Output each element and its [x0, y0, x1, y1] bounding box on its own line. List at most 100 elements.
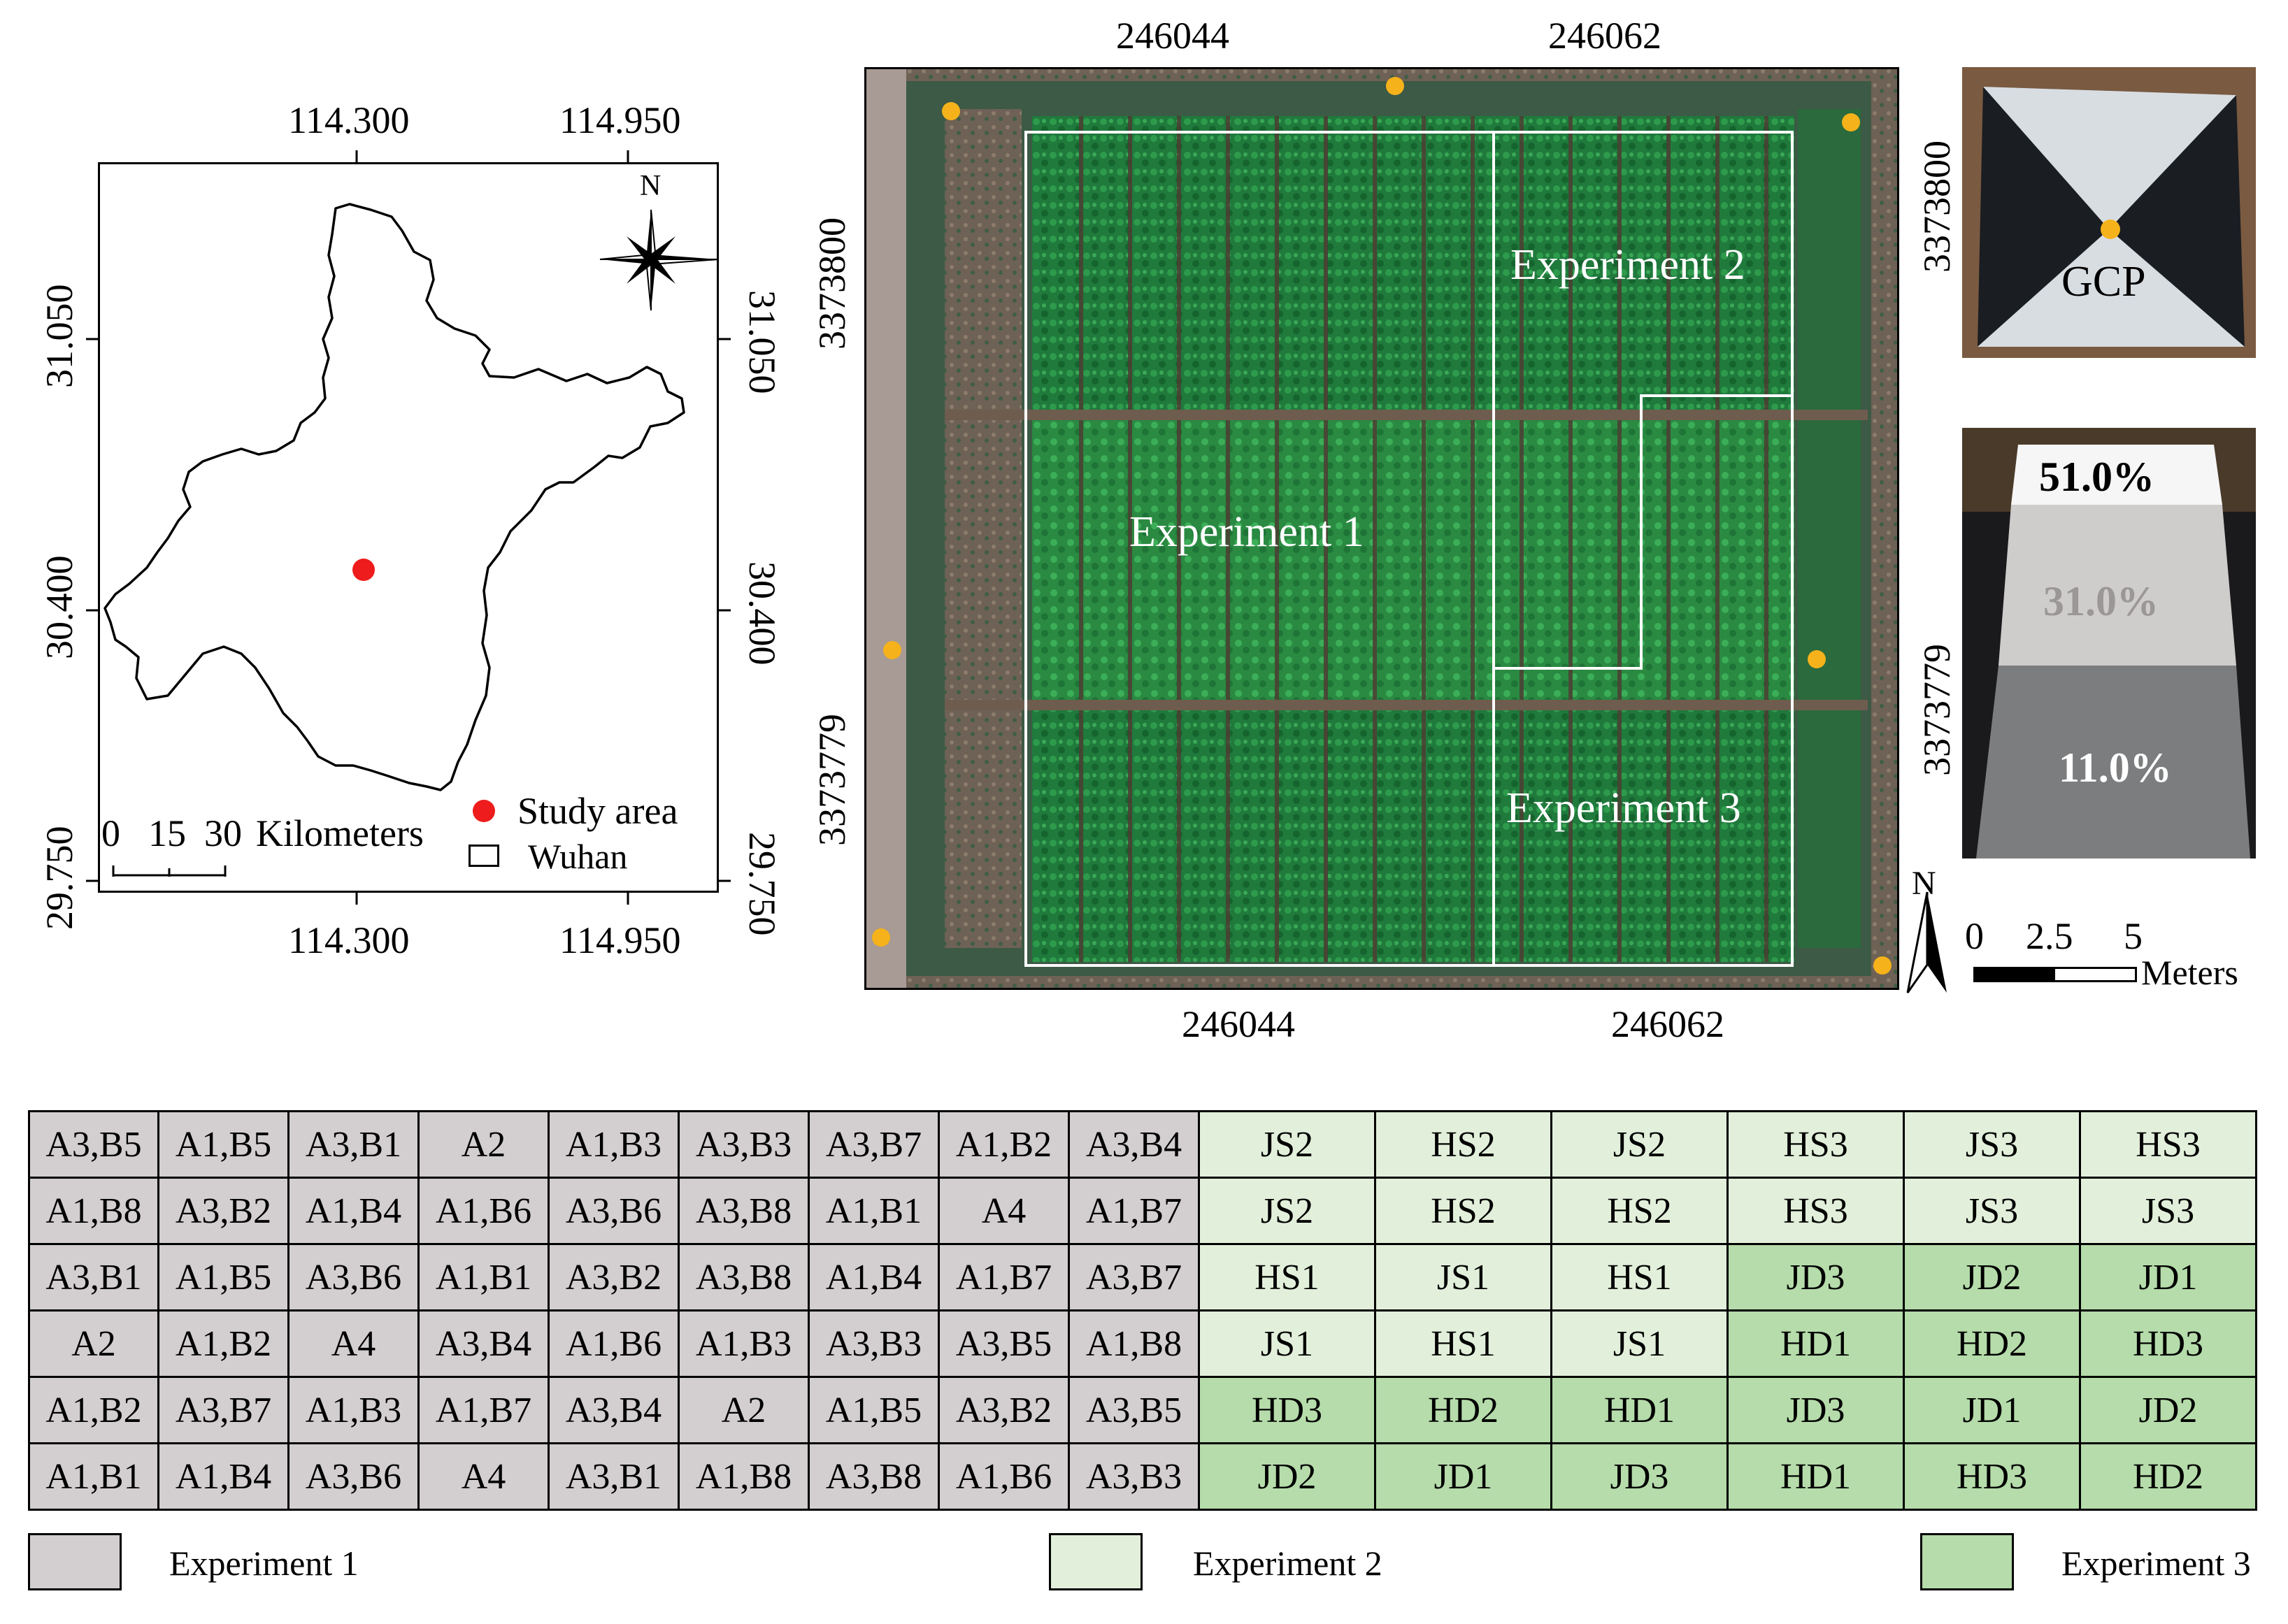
plot-cell-experiment-3: HD1	[1726, 1442, 1905, 1511]
plot-cell-experiment-1: A2	[417, 1110, 550, 1179]
plot-cell-experiment-1: A1,B7	[938, 1243, 1070, 1312]
table-row: A1,B2 A3,B7 A1,B3 A1,B7 A3,B4 A2 A1,B5 A3,B2 A3,…	[28, 1376, 2257, 1444]
north-arrow-icon	[599, 209, 720, 311]
aerial-scale-5: 5	[2124, 915, 2143, 957]
plot-cell-experiment-1: A1,B4	[287, 1177, 420, 1245]
plot-cell-experiment-3: HD1	[1550, 1376, 1729, 1444]
bottom-tick-1: 114.300	[288, 919, 410, 961]
study-area-legend-label: Study area	[517, 790, 678, 832]
plot-cell-experiment-3: HD2	[2079, 1442, 2257, 1511]
plot-cell-experiment-1: A1,B5	[157, 1110, 289, 1179]
plot-cell-experiment-3: JD3	[1550, 1442, 1729, 1511]
plot-cell-experiment-1: A1,B3	[678, 1309, 810, 1378]
plot-cell-experiment-2: HS2	[1550, 1177, 1729, 1245]
plot-cell-experiment-1: A1,B5	[808, 1376, 940, 1444]
plot-cell-experiment-1: A1,B6	[938, 1442, 1070, 1511]
aerial-bottom-tick-2: 246062	[1611, 1003, 1724, 1045]
plot-cell-experiment-3: JD1	[1374, 1442, 1552, 1511]
legend-swatch-experiment-2	[1049, 1533, 1143, 1590]
reflectance-photo-image	[1962, 428, 2256, 858]
plot-cell-experiment-1: A3,B1	[28, 1243, 159, 1312]
plot-cell-experiment-1: A3,B7	[808, 1110, 940, 1179]
plot-cell-experiment-1: A3,B4	[1068, 1110, 1200, 1179]
plot-cell-experiment-1: A1,B8	[1068, 1309, 1200, 1378]
plot-cell-experiment-3: JD2	[2079, 1376, 2257, 1444]
bottom-tick-2: 114.950	[559, 919, 681, 961]
plot-cell-experiment-2: JS1	[1374, 1243, 1552, 1312]
aerial-right-tick-2: 3373779	[1916, 644, 1958, 776]
scale-unit: Kilometers	[256, 812, 424, 854]
aerial-bottom-tick-1: 246044	[1182, 1003, 1295, 1045]
gcp-photo-image	[1962, 67, 2256, 358]
plot-cell-experiment-2: HS3	[1726, 1177, 1905, 1245]
plot-cell-experiment-1: A1,B1	[808, 1177, 940, 1245]
legend-label-experiment-2: Experiment 2	[1193, 1544, 1382, 1583]
plot-cell-experiment-1: A4	[417, 1442, 550, 1511]
plot-cell-experiment-1: A1,B8	[28, 1177, 159, 1245]
aerial-right-tick-1: 3373800	[1916, 141, 1958, 273]
study-area-dot	[352, 559, 375, 581]
plot-cell-experiment-3: HD3	[2079, 1309, 2257, 1378]
plot-cell-experiment-1: A1,B2	[157, 1309, 289, 1378]
plot-cell-experiment-1: A1,B1	[417, 1243, 550, 1312]
plot-cell-experiment-1: A1,B2	[938, 1110, 1070, 1179]
plot-cell-experiment-1: A3,B2	[157, 1177, 289, 1245]
plot-cell-experiment-1: A1,B4	[157, 1442, 289, 1511]
north-label: N	[640, 170, 662, 202]
aerial-frame	[864, 67, 1899, 990]
plot-cell-experiment-1: A3,B8	[808, 1442, 940, 1511]
plot-cell-experiment-2: JS2	[1198, 1110, 1376, 1179]
plot-cell-experiment-1: A3,B4	[417, 1309, 550, 1378]
legend-swatch-experiment-3	[1920, 1533, 2014, 1590]
plot-cell-experiment-1: A1,B6	[417, 1177, 550, 1245]
plot-cell-experiment-2: HS2	[1374, 1110, 1552, 1179]
scale-bar	[112, 865, 227, 877]
aerial-top-tick-2: 246062	[1548, 15, 1661, 57]
plot-cell-experiment-1: A1,B6	[548, 1309, 680, 1378]
plot-layout-table: A3,B5 A1,B5 A3,B1 A2 A1,B3 A3,B3 A3,B7 A1,B2 A3,…	[28, 1110, 2257, 1511]
plot-cell-experiment-1: A1,B7	[417, 1376, 550, 1444]
plot-cell-experiment-1: A3,B2	[938, 1376, 1070, 1444]
plot-cell-experiment-1: A2	[28, 1309, 159, 1378]
plot-cell-experiment-2: HS1	[1550, 1243, 1729, 1312]
scale-label-0: 0	[101, 812, 120, 854]
study-area-legend-dot	[473, 800, 495, 822]
plot-cell-experiment-3: JD1	[1903, 1376, 2081, 1444]
table-row: A2 A1,B2 A4 A3,B4 A1,B6 A1,B3 A3,B3 A3,B5 A1,B8 J…	[28, 1309, 2257, 1378]
table-row: A3,B5 A1,B5 A3,B1 A2 A1,B3 A3,B3 A3,B7 A1,B2 A3,…	[28, 1110, 2257, 1179]
plot-cell-experiment-2: HS1	[1198, 1243, 1376, 1312]
plot-cell-experiment-1: A1,B8	[678, 1442, 810, 1511]
location-map-frame	[98, 162, 719, 893]
scale-label-30: 30	[204, 812, 242, 854]
reflectance-11: 11.0%	[2059, 745, 2172, 791]
plot-cell-experiment-1: A3,B8	[678, 1243, 810, 1312]
aerial-north-label: N	[1912, 865, 1936, 902]
plot-cell-experiment-3: JD2	[1198, 1442, 1376, 1511]
reflectance-51: 51.0%	[2039, 454, 2154, 500]
plot-cell-experiment-1: A3,B1	[287, 1110, 420, 1179]
experiment-1-label: Experiment 1	[1129, 508, 1364, 556]
plot-cell-experiment-1: A2	[678, 1376, 810, 1444]
plot-cell-experiment-2: JS3	[1903, 1177, 2081, 1245]
plot-cell-experiment-2: HS3	[2079, 1110, 2257, 1179]
aerial-north-arrow-icon	[1906, 891, 1947, 993]
gcp-label: GCP	[2061, 258, 2146, 306]
plot-cell-experiment-3: HD3	[1903, 1442, 2081, 1511]
aerial-scale-unit: Meters	[2141, 953, 2238, 992]
experiment-3-label: Experiment 3	[1506, 784, 1741, 832]
plot-cell-experiment-3: JD3	[1726, 1243, 1905, 1312]
plot-cell-experiment-1: A1,B3	[548, 1110, 680, 1179]
plot-cell-experiment-1: A1,B1	[28, 1442, 159, 1511]
aerial-left-tick-1: 3373800	[811, 217, 853, 350]
plot-cell-experiment-1: A4	[938, 1177, 1070, 1245]
plot-cell-experiment-2: JS3	[2079, 1177, 2257, 1245]
plot-cell-experiment-2: HS3	[1726, 1110, 1905, 1179]
scale-label-15: 15	[148, 812, 186, 854]
aerial-top-tick-1: 246044	[1116, 15, 1229, 57]
plot-cell-experiment-2: JS1	[1550, 1309, 1729, 1378]
plot-cell-experiment-3: JD3	[1726, 1376, 1905, 1444]
plot-cell-experiment-1: A3,B3	[1068, 1442, 1200, 1511]
legend-swatch-experiment-1	[28, 1533, 122, 1590]
